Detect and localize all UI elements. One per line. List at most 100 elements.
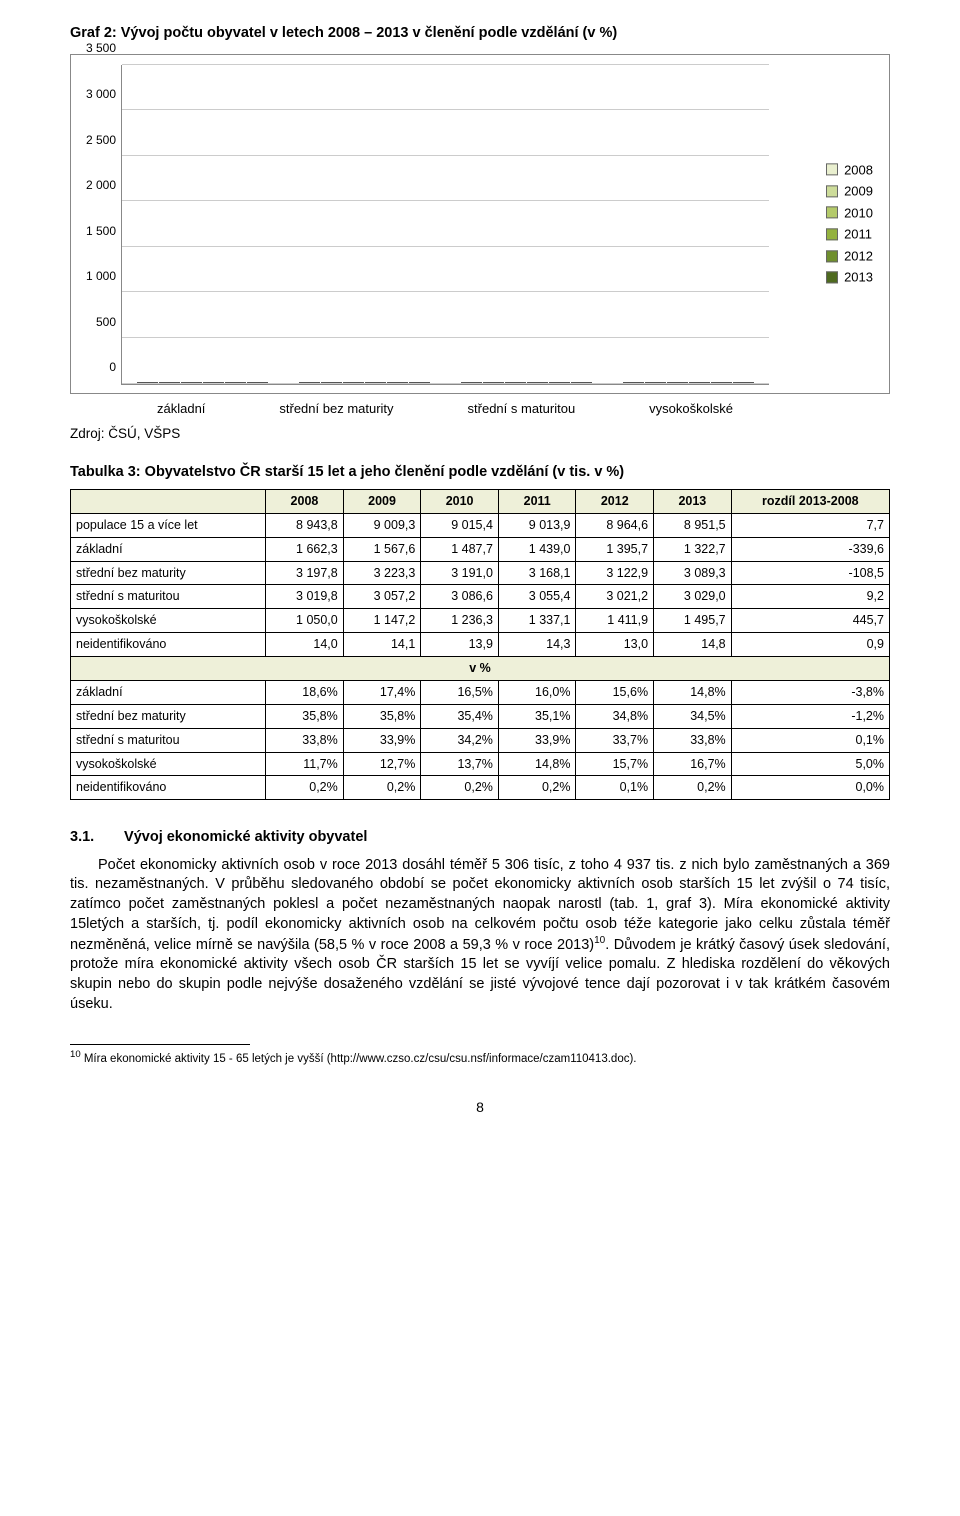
table-cell: 17,4% bbox=[343, 680, 421, 704]
legend-swatch bbox=[826, 250, 838, 262]
legend-swatch bbox=[826, 164, 838, 176]
table-cell: 35,1% bbox=[498, 704, 576, 728]
table-cell: vysokoškolské bbox=[71, 609, 266, 633]
table-cell: 35,8% bbox=[343, 704, 421, 728]
table-cell: 33,8% bbox=[266, 728, 344, 752]
table-cell: 0,9 bbox=[731, 633, 889, 657]
legend-swatch bbox=[826, 228, 838, 240]
table-row: střední bez maturity3 197,83 223,33 191,… bbox=[71, 561, 890, 585]
table-cell: 1 495,7 bbox=[654, 609, 732, 633]
table-row: základní1 662,31 567,61 487,71 439,01 39… bbox=[71, 537, 890, 561]
table-cell: střední s maturitou bbox=[71, 585, 266, 609]
xtick-label: vysokoškolské bbox=[649, 400, 733, 418]
table-cell: 14,3 bbox=[498, 633, 576, 657]
section-heading: 3.1. Vývoj ekonomické aktivity obyvatel bbox=[70, 828, 890, 848]
legend-swatch bbox=[826, 207, 838, 219]
legend-label: 2008 bbox=[844, 161, 873, 179]
table-title: Tabulka 3: Obyvatelstvo ČR starší 15 let… bbox=[70, 463, 890, 483]
chart-legend: 200820092010201120122013 bbox=[826, 157, 873, 290]
table-cell: základní bbox=[71, 680, 266, 704]
table-cell: 0,0% bbox=[731, 776, 889, 800]
table-cell: 14,8% bbox=[498, 752, 576, 776]
table-cell: 0,2% bbox=[498, 776, 576, 800]
table-cell: 16,5% bbox=[421, 680, 499, 704]
legend-swatch bbox=[826, 271, 838, 283]
gridline bbox=[122, 337, 769, 338]
table-cell: 3 223,3 bbox=[343, 561, 421, 585]
footnote-ref: 10 bbox=[594, 935, 605, 946]
section-title: Vývoj ekonomické aktivity obyvatel bbox=[124, 829, 367, 845]
table-cell: 1 487,7 bbox=[421, 537, 499, 561]
table-row: neidentifikováno14,014,113,914,313,014,8… bbox=[71, 633, 890, 657]
table-header-cell: 2013 bbox=[654, 489, 732, 513]
table-cell: populace 15 a více let bbox=[71, 513, 266, 537]
legend-item: 2011 bbox=[826, 226, 873, 244]
data-table: 200820092010201120122013rozdíl 2013-2008… bbox=[70, 489, 890, 800]
table-cell: 13,7% bbox=[421, 752, 499, 776]
table-cell: 33,9% bbox=[498, 728, 576, 752]
gridline bbox=[122, 64, 769, 65]
legend-item: 2009 bbox=[826, 182, 873, 200]
ytick-label: 1 500 bbox=[86, 223, 122, 239]
legend-label: 2009 bbox=[844, 182, 873, 200]
table-cell: 14,1 bbox=[343, 633, 421, 657]
table-cell: 445,7 bbox=[731, 609, 889, 633]
table-cell: 5,0% bbox=[731, 752, 889, 776]
legend-item: 2010 bbox=[826, 204, 873, 222]
table-row: střední s maturitou3 019,83 057,23 086,6… bbox=[71, 585, 890, 609]
table-cell: neidentifikováno bbox=[71, 776, 266, 800]
table-cell: 1 411,9 bbox=[576, 609, 654, 633]
table-cell: 3 019,8 bbox=[266, 585, 344, 609]
xtick-label: střední bez maturity bbox=[279, 400, 393, 418]
table-cell: 1 236,3 bbox=[421, 609, 499, 633]
table-header-cell: 2009 bbox=[343, 489, 421, 513]
table-header-cell: 2008 bbox=[266, 489, 344, 513]
ytick-label: 2 500 bbox=[86, 131, 122, 147]
table-header-cell: rozdíl 2013-2008 bbox=[731, 489, 889, 513]
legend-label: 2011 bbox=[844, 226, 872, 244]
table-cell: 3 197,8 bbox=[266, 561, 344, 585]
chart-title: Graf 2: Vývoj počtu obyvatel v letech 20… bbox=[70, 24, 890, 44]
footnote-text: Míra ekonomické aktivity 15 - 65 letých … bbox=[81, 1053, 637, 1065]
table-cell: 16,0% bbox=[498, 680, 576, 704]
table-cell: 11,7% bbox=[266, 752, 344, 776]
section-number: 3.1. bbox=[70, 828, 120, 848]
table-header-cell: 2010 bbox=[421, 489, 499, 513]
table-cell: střední s maturitou bbox=[71, 728, 266, 752]
table-cell: 3 029,0 bbox=[654, 585, 732, 609]
page-number: 8 bbox=[70, 1098, 890, 1117]
table-cell: 3 086,6 bbox=[421, 585, 499, 609]
table-section-row: v % bbox=[71, 657, 890, 681]
table-cell: 0,1% bbox=[576, 776, 654, 800]
table-cell: 1 567,6 bbox=[343, 537, 421, 561]
table-cell: 35,4% bbox=[421, 704, 499, 728]
table-cell: 0,2% bbox=[343, 776, 421, 800]
table-cell: 3 055,4 bbox=[498, 585, 576, 609]
table-row: střední s maturitou33,8%33,9%34,2%33,9%3… bbox=[71, 728, 890, 752]
ytick-label: 500 bbox=[96, 314, 122, 330]
gridline bbox=[122, 155, 769, 156]
table-row: neidentifikováno0,2%0,2%0,2%0,2%0,1%0,2%… bbox=[71, 776, 890, 800]
table-cell: 34,2% bbox=[421, 728, 499, 752]
table-cell: střední bez maturity bbox=[71, 561, 266, 585]
table-cell: 3 122,9 bbox=[576, 561, 654, 585]
gridline bbox=[122, 291, 769, 292]
table-cell: 14,0 bbox=[266, 633, 344, 657]
table-cell: 7,7 bbox=[731, 513, 889, 537]
table-cell: 34,5% bbox=[654, 704, 732, 728]
table-cell: -3,8% bbox=[731, 680, 889, 704]
ytick-label: 2 000 bbox=[86, 177, 122, 193]
table-cell: -108,5 bbox=[731, 561, 889, 585]
table-cell: -1,2% bbox=[731, 704, 889, 728]
table-cell: -339,6 bbox=[731, 537, 889, 561]
table-cell: 1 662,3 bbox=[266, 537, 344, 561]
table-cell: 1 395,7 bbox=[576, 537, 654, 561]
table-cell: 0,1% bbox=[731, 728, 889, 752]
table-header-cell: 2012 bbox=[576, 489, 654, 513]
table-cell: 0,2% bbox=[421, 776, 499, 800]
table-cell: neidentifikováno bbox=[71, 633, 266, 657]
table-row: populace 15 a více let8 943,89 009,39 01… bbox=[71, 513, 890, 537]
legend-item: 2008 bbox=[826, 161, 873, 179]
table-cell: 16,7% bbox=[654, 752, 732, 776]
footnote: 10 Míra ekonomické aktivity 15 - 65 letý… bbox=[70, 1049, 890, 1067]
